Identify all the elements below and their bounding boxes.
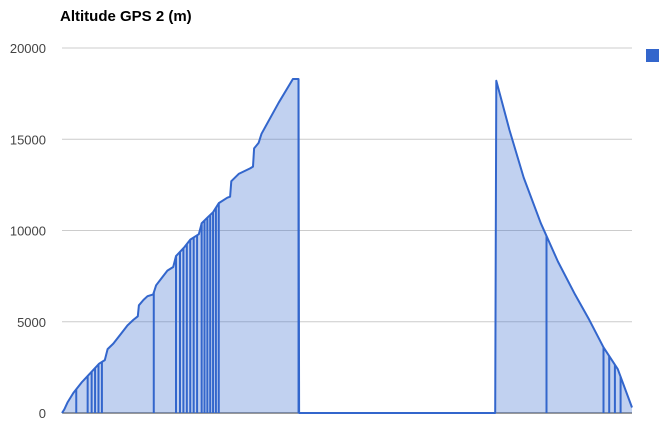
chart-title: Altitude GPS 2 (m) xyxy=(60,8,192,25)
y-tick-label: 20000 xyxy=(10,41,46,56)
y-tick-label: 5000 xyxy=(17,315,46,330)
y-tick-label: 0 xyxy=(39,406,46,421)
y-tick-label: 15000 xyxy=(10,132,46,147)
series-line xyxy=(61,78,633,414)
y-tick-label: 10000 xyxy=(10,224,46,239)
legend-swatch[interactable] xyxy=(646,49,659,62)
